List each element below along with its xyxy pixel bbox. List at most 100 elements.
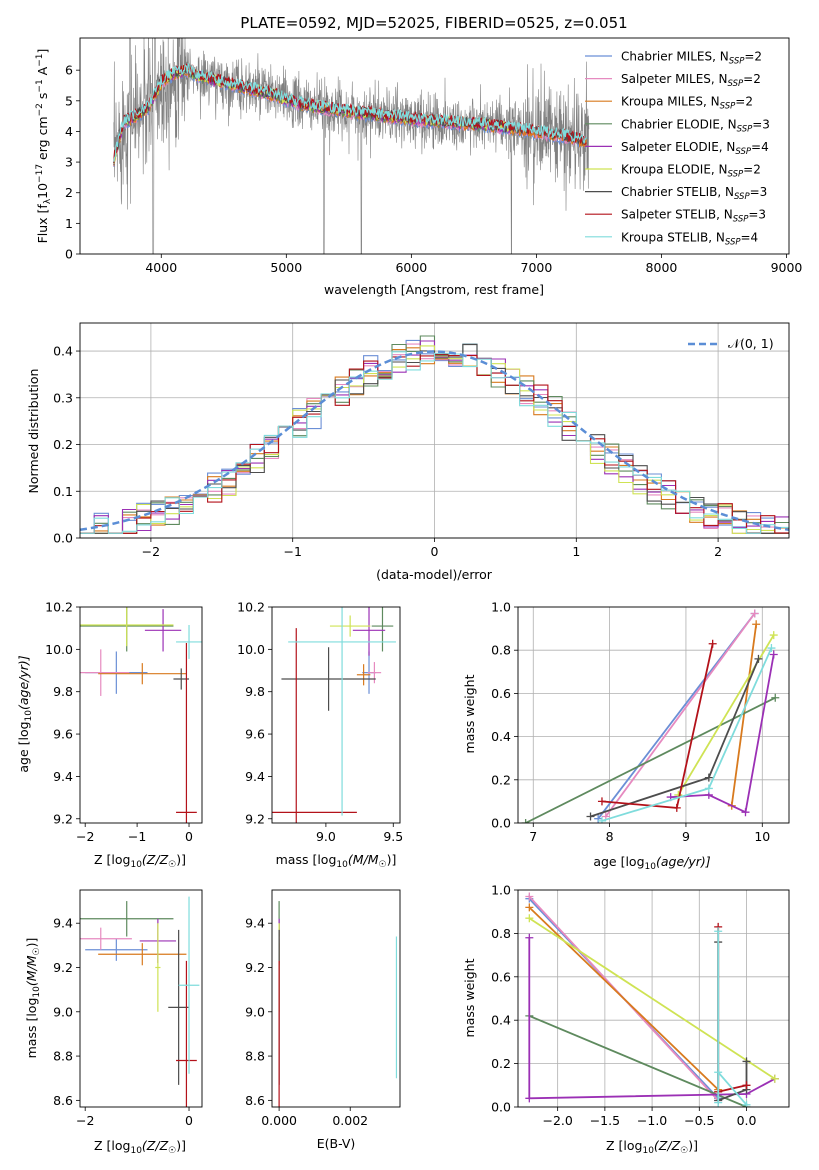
- x-tick-label: 5000: [270, 260, 302, 275]
- y-tick-label: 9.2: [245, 960, 265, 975]
- y-tick-label: 9.2: [53, 960, 73, 975]
- y-tick-label: 0.4: [491, 729, 511, 744]
- weight-series-chabrier-stelib: [714, 938, 751, 1105]
- x-tick-label: 0.000: [261, 1113, 297, 1128]
- errorbar-chabrier-elodie: [80, 901, 174, 937]
- legend-label-chabrier-stelib: Chabrier STELIB, NSSP=3: [621, 185, 767, 202]
- weight-series-kroupa-miles: [525, 903, 723, 1094]
- weight-marker-chabrier-elodie: [521, 819, 530, 823]
- axes-frame: [517, 606, 790, 824]
- axes-frame: [79, 889, 203, 1108]
- y-tick-label: 9.6: [53, 727, 73, 742]
- x-tick-label: 0.0: [737, 1113, 757, 1128]
- errorbar-salpeter-miles: [80, 649, 130, 696]
- weight-line-kroupa-elodie: [528, 917, 776, 1080]
- weight-vs-age-plot-area: 7 8 9 10 0.0 0.2 0.4 0.6 0.8 1.0: [491, 600, 790, 844]
- errorbar-salpeter-elodie: [144, 609, 182, 652]
- x-tick-label: 7000: [521, 260, 553, 275]
- residuals-panel: −2 −1 0 1 2 0.0 0.1 0.2 0.3 0.4 (data-model)/erro…: [26, 322, 790, 582]
- figure-title: PLATE=0592, MJD=52025, FIBERID=0525, z=0…: [240, 14, 627, 32]
- weight-marker-kroupa-stelib: [704, 784, 713, 793]
- y-tick-label: 10.0: [45, 642, 73, 657]
- x-tick-label: 9.0: [316, 829, 336, 844]
- x-tick-label: 0: [185, 1113, 193, 1128]
- x-tick-label: −0.5: [684, 1113, 714, 1128]
- y-tick-label: 0.6: [491, 969, 511, 984]
- weight-marker-kroupa-stelib: [742, 1100, 751, 1107]
- y-tick-label: 0.0: [491, 1100, 511, 1115]
- weight-series-kroupa-stelib: [597, 644, 776, 823]
- weight-series-salpeter-stelib: [597, 639, 717, 812]
- x-tick-label: −2: [142, 544, 160, 559]
- y-tick-label: 4: [65, 124, 73, 139]
- axes-frame: [79, 37, 790, 255]
- weight-line-chabrier-elodie: [528, 1015, 747, 1107]
- y-tick-label: 0.4: [53, 344, 73, 359]
- age-vs-z-plot-area: −2 −1 0 9.2 9.4 9.6 9.8 10.0 10.2: [45, 600, 203, 844]
- y-tick-label: 0.8: [491, 926, 511, 941]
- y-tick-label: 0.0: [53, 531, 73, 546]
- weight-vs-z-plot-area: −2.0 −1.5 −1.0 −0.5 0.0 0.0 0.2 0.4 0.6 0.8 1.0: [491, 883, 790, 1128]
- weight-series-salpeter-elodie: [666, 650, 778, 817]
- plot-content: [80, 896, 200, 1107]
- x-tick-label: 9.5: [383, 829, 403, 844]
- weight-marker-salpeter-miles: [750, 609, 759, 618]
- legend-label-salpeter-stelib: Salpeter STELIB, NSSP=3: [621, 208, 766, 225]
- weight-marker-kroupa-elodie: [525, 914, 534, 923]
- weight-line-kroupa-stelib: [601, 647, 773, 822]
- weight-line-salpeter-elodie: [528, 937, 776, 1100]
- x-tick-label: −2: [76, 1113, 94, 1128]
- y-tick-label: 0.6: [491, 686, 511, 701]
- errorbar-kroupa-elodie: [155, 923, 161, 1012]
- errorbar-chabrier-stelib: [168, 929, 190, 1085]
- spectrum-panel: 4000 5000 6000 7000 8000 9000 0 1 2 3 4 5 6 waveleng…: [35, 37, 803, 297]
- x-tick-label: 8: [606, 829, 614, 844]
- y-tick-label: 3: [65, 155, 73, 170]
- y-tick-label: 9.6: [245, 727, 265, 742]
- y-tick-label: 9.4: [245, 916, 265, 931]
- errorbar-salpeter-miles: [80, 927, 132, 950]
- errorbar-salpeter-stelib: [272, 628, 357, 823]
- weight-series-salpeter-miles: [601, 609, 759, 821]
- age-vs-z-ylabel: age [log10(age/yr)]: [16, 655, 34, 772]
- y-tick-label: 1.0: [491, 883, 511, 898]
- spectrum-plot-area: 4000 5000 6000 7000 8000 9000 0 1 2 3 4 5 6: [65, 37, 803, 275]
- legend-label-salpeter-elodie: Salpeter ELODIE, NSSP=4: [621, 140, 769, 157]
- y-tick-label: 9.8: [245, 684, 265, 699]
- x-tick-label: 1: [572, 544, 580, 559]
- x-tick-label: 0: [185, 829, 193, 844]
- weight-marker-kroupa-stelib: [714, 1098, 723, 1107]
- weight-marker-kroupa-elodie: [769, 631, 778, 640]
- y-tick-label: 0.3: [53, 390, 73, 405]
- weight-vs-age-ylabel: mass weight: [462, 674, 477, 753]
- errorbar-chabrier-miles: [85, 938, 148, 961]
- weight-series-salpeter-stelib: [714, 922, 751, 1096]
- axes-frame: [517, 889, 790, 1108]
- errorbar-kroupa-miles: [98, 663, 187, 685]
- y-tick-label: 0.1: [53, 484, 73, 499]
- x-tick-label: 9: [682, 829, 690, 844]
- weight-marker-kroupa-stelib: [714, 927, 723, 936]
- normal-curve: [80, 350, 789, 532]
- hist-step-kroupa-stelib: [80, 351, 789, 534]
- residuals-plot-area: −2 −1 0 1 2 0.0 0.1 0.2 0.3 0.4: [53, 322, 790, 559]
- mass-vs-z-panel: −2 0 8.6 8.8 9.0 9.2 9.4 Z [log10(Z/Z☉)] mass …: [24, 889, 203, 1156]
- residuals-ylabel: Normed distribution: [26, 369, 41, 494]
- x-tick-label: 8000: [646, 260, 678, 275]
- errorbar-salpeter-stelib: [176, 960, 197, 1107]
- mass-vs-z-plot-area: −2 0 8.6 8.8 9.0 9.2 9.4: [53, 889, 203, 1128]
- spectrum-ylabel: Flux [fλ10−17 erg cm−2 s−1 A−1]: [35, 49, 53, 244]
- weight-marker-kroupa-elodie: [770, 1074, 779, 1083]
- legend-label-chabrier-miles: Chabrier MILES, NSSP=2: [621, 50, 762, 67]
- weight-marker-salpeter-stelib: [708, 639, 717, 648]
- weight-marker-salpeter-stelib: [672, 803, 681, 812]
- weight-line-kroupa-stelib: [717, 931, 748, 1106]
- x-tick-label: −1: [283, 544, 301, 559]
- errorbar-salpeter-stelib: [176, 643, 197, 823]
- weight-marker-kroupa-stelib: [597, 816, 606, 823]
- age-vs-mass-panel: 9.0 9.5 9.2 9.4 9.6 9.8 10.0 10.2 mass [log10(M…: [237, 600, 403, 871]
- x-tick-label: 9000: [771, 260, 803, 275]
- weight-line-salpeter-elodie: [670, 654, 775, 814]
- y-tick-label: 0.2: [491, 772, 511, 787]
- normal-legend: 𝒩(0, 1): [688, 336, 774, 351]
